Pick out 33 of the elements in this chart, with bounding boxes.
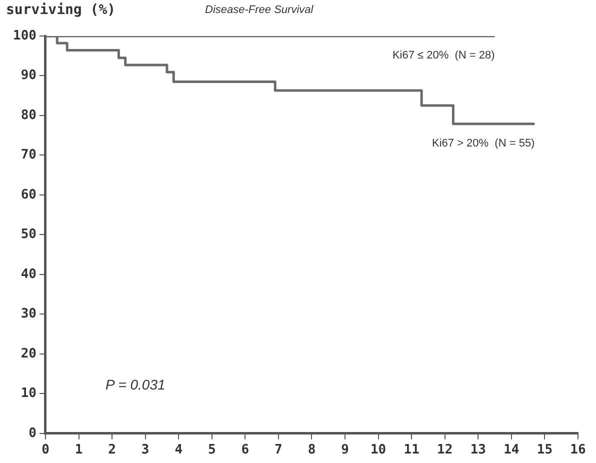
- y-tick-label: 60: [20, 187, 37, 202]
- x-tick-label: 12: [437, 442, 453, 458]
- y-tick-label: 10: [20, 386, 37, 402]
- x-tick-label: 13: [470, 442, 486, 458]
- y-tick-label: 20: [20, 346, 37, 362]
- x-tick-label: 7: [274, 442, 282, 458]
- x-tick-label: 5: [208, 442, 216, 458]
- chart-title: Disease-Free Survival: [205, 4, 314, 16]
- x-tick-label: 11: [404, 442, 420, 458]
- x-tick-label: 3: [141, 442, 150, 458]
- y-tick-label: 40: [20, 266, 37, 282]
- x-tick-label: 14: [504, 442, 520, 458]
- x-tick-label: 6: [241, 442, 250, 458]
- x-tick-label: 9: [341, 442, 349, 458]
- y-tick-label: 70: [20, 148, 37, 163]
- x-tick-label: 16: [570, 442, 586, 458]
- x-tick-label: 2: [108, 442, 116, 458]
- x-tick-label: 4: [174, 442, 183, 458]
- y-tick-label: 100: [12, 28, 37, 44]
- y-tick-label: 30: [20, 306, 37, 322]
- y-tick-label: 50: [20, 227, 37, 242]
- series-label: Ki67 > 20% (N = 55): [432, 137, 535, 150]
- series-label: Ki67 ≤ 20% (N = 28): [392, 50, 495, 62]
- y-tick-label: 90: [20, 68, 37, 84]
- y-tick-label: 0: [28, 426, 37, 441]
- x-tick-label: 10: [370, 442, 386, 458]
- x-tick-label: 8: [308, 442, 316, 458]
- x-tick-label: 15: [536, 442, 553, 458]
- y-tick-label: 80: [20, 108, 37, 123]
- x-tick-label: 0: [42, 442, 50, 458]
- y-axis-title: surviving (%): [6, 2, 116, 18]
- annotation: P = 0.031: [105, 376, 166, 392]
- x-tick-label: 1: [74, 442, 83, 458]
